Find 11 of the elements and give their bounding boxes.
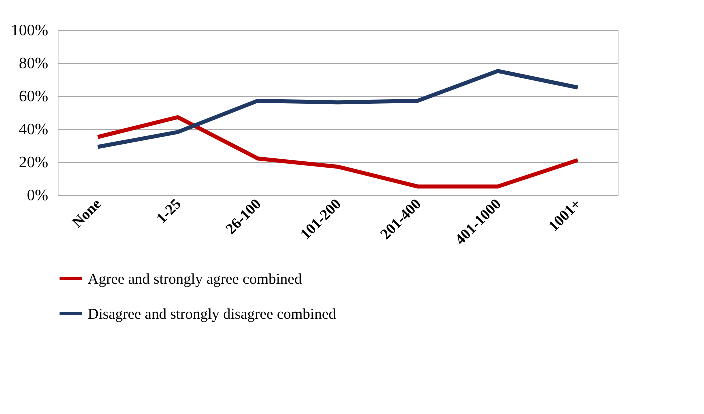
legend-label: Agree and strongly agree combined	[88, 272, 303, 288]
y-tick-label: 20%	[19, 154, 48, 172]
line-series	[96, 69, 580, 150]
y-tick-label: 80%	[19, 56, 48, 72]
y-tick-label: 40%	[19, 122, 48, 138]
y-tick-label: 0%	[27, 188, 48, 204]
line-series	[96, 115, 580, 189]
x-tick-label: 1-25	[154, 196, 185, 228]
y-tick-label: 60%	[19, 88, 48, 106]
y-tick-label: 100%	[11, 22, 48, 40]
legend-label: Disagree and strongly disagree combined	[88, 307, 337, 323]
